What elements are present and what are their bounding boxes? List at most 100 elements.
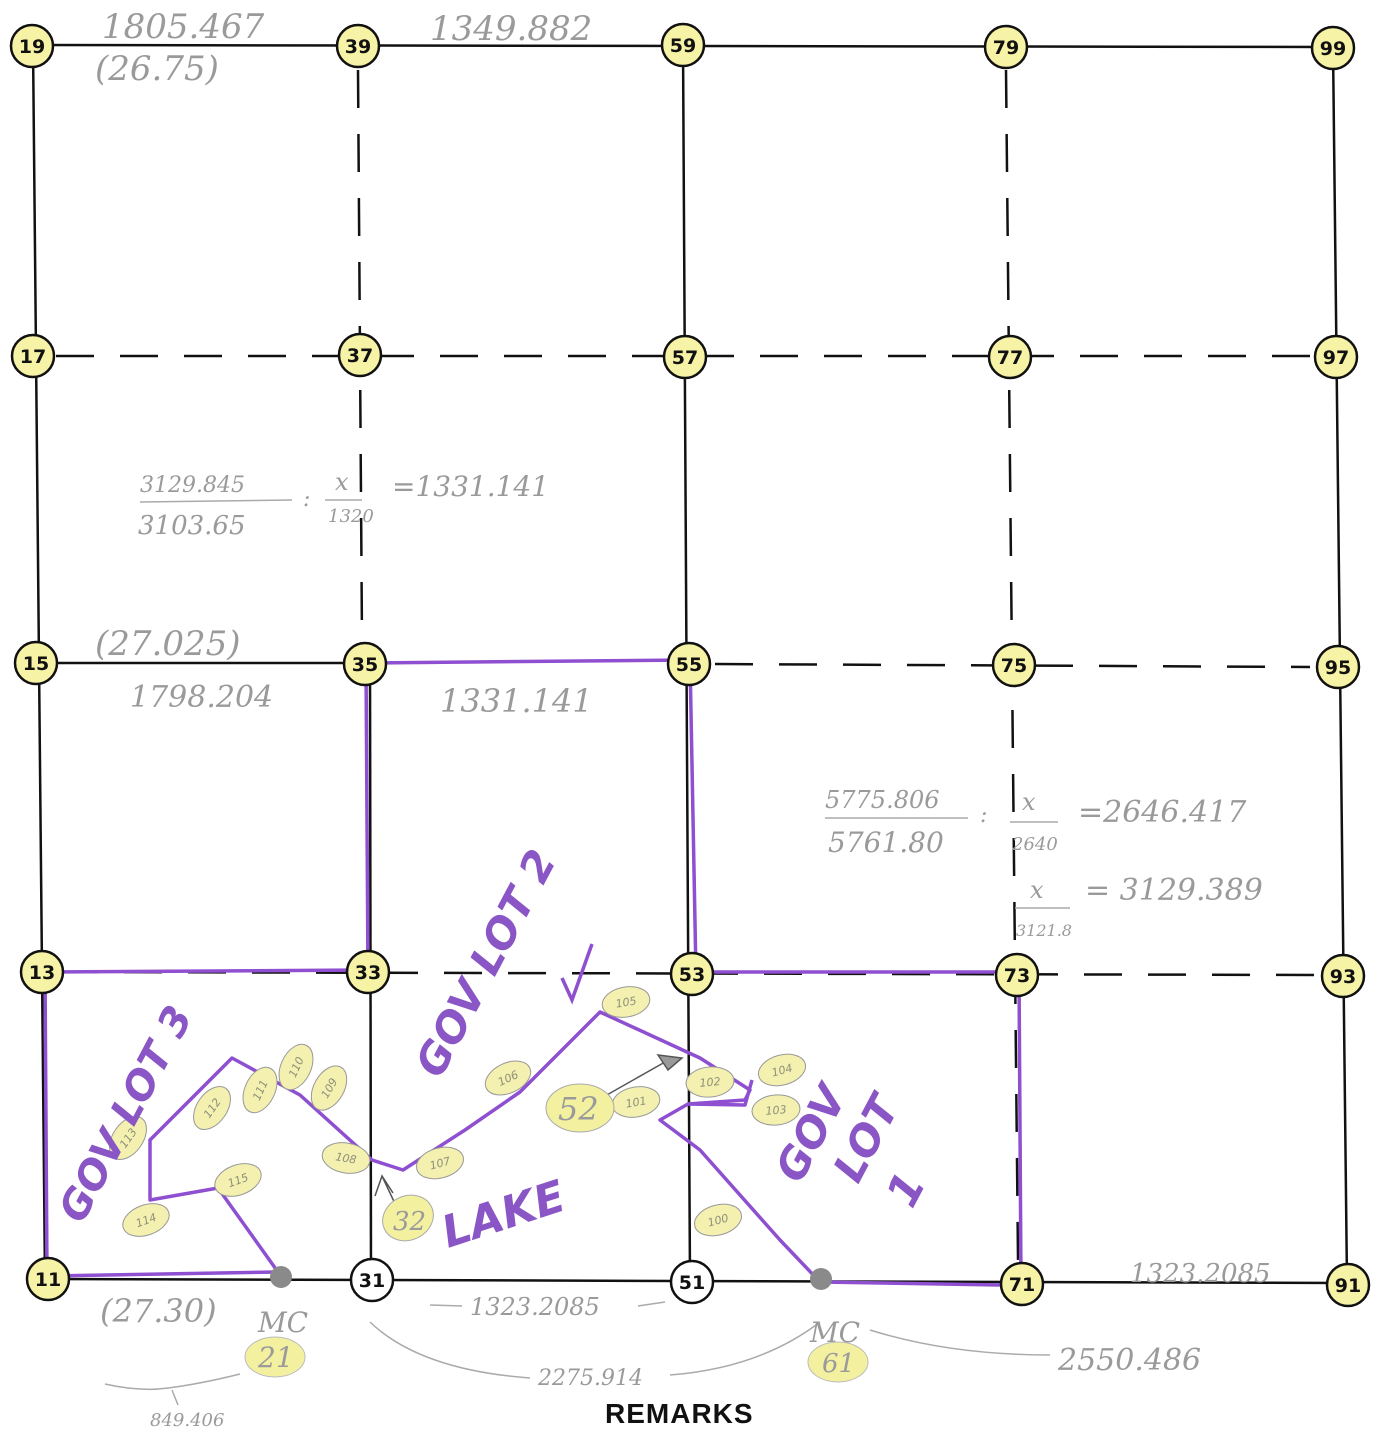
note-mid-left-chains: (27.025) (95, 624, 241, 664)
corner-73-label: 73 (1004, 965, 1030, 987)
bottom-center-dash-r (637, 1301, 666, 1307)
corner-53-marker (669, 951, 715, 997)
station-108-label: 108 (334, 1150, 357, 1166)
ratio-left-den: 3103.65 (138, 511, 246, 541)
corner-55-marker (666, 641, 712, 687)
bottom-left-brace (104, 1373, 241, 1406)
bottom-center-dash-l (429, 1304, 463, 1307)
corner-15-marker (13, 640, 59, 686)
lake-point-32-label: 32 (393, 1207, 426, 1237)
lake-point-32 (382, 1194, 434, 1242)
corner-99-marker (1310, 25, 1356, 71)
corner-75-marker (991, 642, 1037, 688)
lake-arrows (374, 1054, 684, 1211)
ratio-left-result: =1331.141 (392, 470, 549, 503)
station-113: 113 (109, 1116, 147, 1160)
corner-11-label: 11 (35, 1269, 61, 1291)
note-top-left-dist: 1805.467 (102, 7, 265, 47)
lot2-top (365, 658, 691, 665)
station-100: 100 (693, 1203, 743, 1237)
note-top-mid-dist: 1349.882 (430, 9, 592, 49)
station-109-oval (310, 1065, 348, 1111)
station-114-oval (122, 1203, 170, 1237)
station-107-oval (415, 1146, 465, 1180)
ratio-right2-x: x (1030, 876, 1044, 904)
corner-59-label: 59 (670, 35, 696, 57)
corner-77-marker (987, 334, 1033, 380)
station-100-oval (693, 1203, 743, 1237)
corner-79-marker (983, 24, 1029, 70)
lot-boundaries (43, 658, 1023, 1287)
corner-97-marker (1313, 334, 1359, 380)
corner-99-label: 99 (1320, 38, 1346, 60)
corner-39-marker (335, 23, 381, 69)
meander-line (148, 1010, 822, 1284)
meander-corners: MC MC 21 61 (244, 1266, 869, 1383)
corner-59-marker (660, 22, 706, 68)
station-111: 111 (242, 1066, 278, 1114)
ratio-right-2640: 2640 (1011, 834, 1058, 855)
bottom-span-brace (369, 1321, 821, 1379)
meander-loop (687, 1079, 754, 1107)
ratio-right-den: 5761.80 (828, 826, 944, 859)
station-108: 108 (321, 1142, 371, 1174)
corner-17-marker (10, 333, 56, 379)
station-102: 102 (685, 1066, 735, 1098)
lake-points: 32 52 (382, 1083, 615, 1242)
note-mid-center-dist: 1331.141 (440, 682, 593, 720)
station-113-oval (109, 1116, 147, 1160)
lot3-bottom (49, 1270, 279, 1278)
lot1-right (1017, 971, 1023, 1284)
corner-53-label: 53 (679, 964, 705, 986)
station-112: 112 (193, 1086, 231, 1130)
mc-21-dot (270, 1266, 292, 1288)
corner-57-label: 57 (672, 347, 698, 369)
station-102-label: 102 (699, 1075, 721, 1090)
corner-15-label: 15 (23, 653, 49, 675)
note-bottom-right-span: 2550.486 (1057, 1343, 1201, 1378)
ratio-left-num: 3129.845 (140, 473, 245, 498)
mc-61-label: 61 (822, 1349, 855, 1379)
corner-19-marker (9, 23, 55, 69)
station-104-oval (757, 1053, 807, 1087)
station-115-oval (214, 1163, 262, 1197)
ratio-right2-den: 3121.8 (1016, 921, 1072, 940)
corner-39-label: 39 (345, 36, 371, 58)
station-114: 114 (122, 1203, 170, 1237)
corner-11-marker (25, 1256, 71, 1302)
station-101-label: 101 (625, 1094, 648, 1110)
note-bottom-far-left: 849.406 (150, 1410, 224, 1431)
ratio-right-num: 5775.806 (825, 786, 940, 814)
corner-93-label: 93 (1330, 966, 1356, 988)
station-107-label: 107 (428, 1154, 452, 1172)
corner-19-label: 19 (19, 36, 45, 58)
station-109: 109 (310, 1065, 348, 1111)
corner-77-label: 77 (997, 347, 1023, 369)
mc-61-oval (807, 1341, 869, 1383)
dash-55-95 (714, 662, 1311, 669)
corner-17-label: 17 (20, 346, 46, 368)
station-104-label: 104 (770, 1061, 794, 1079)
arrow-52-shaft (597, 1061, 666, 1101)
corner-57-marker (662, 334, 708, 380)
lake-point-52 (545, 1083, 615, 1133)
arrow-52-head (656, 1054, 684, 1072)
corner-13-marker (19, 949, 65, 995)
corner-95-marker (1315, 644, 1361, 690)
dash-13-93 (59, 970, 1319, 977)
station-111-oval (242, 1066, 278, 1114)
corner-35-marker (342, 641, 388, 687)
corner-51-marker (669, 1259, 715, 1305)
ratio-left-colon: : (303, 487, 310, 512)
mc-21-note: MC (257, 1306, 308, 1339)
ratio-left-bar (139, 499, 293, 503)
ratio-right-result: =2646.417 (1078, 795, 1247, 830)
station-103-label: 103 (765, 1103, 787, 1118)
lot1-label-c: 1 (877, 1164, 936, 1215)
station-106: 106 (484, 1060, 532, 1096)
station-115: 115 (214, 1163, 262, 1197)
arrow-32 (374, 1174, 399, 1211)
